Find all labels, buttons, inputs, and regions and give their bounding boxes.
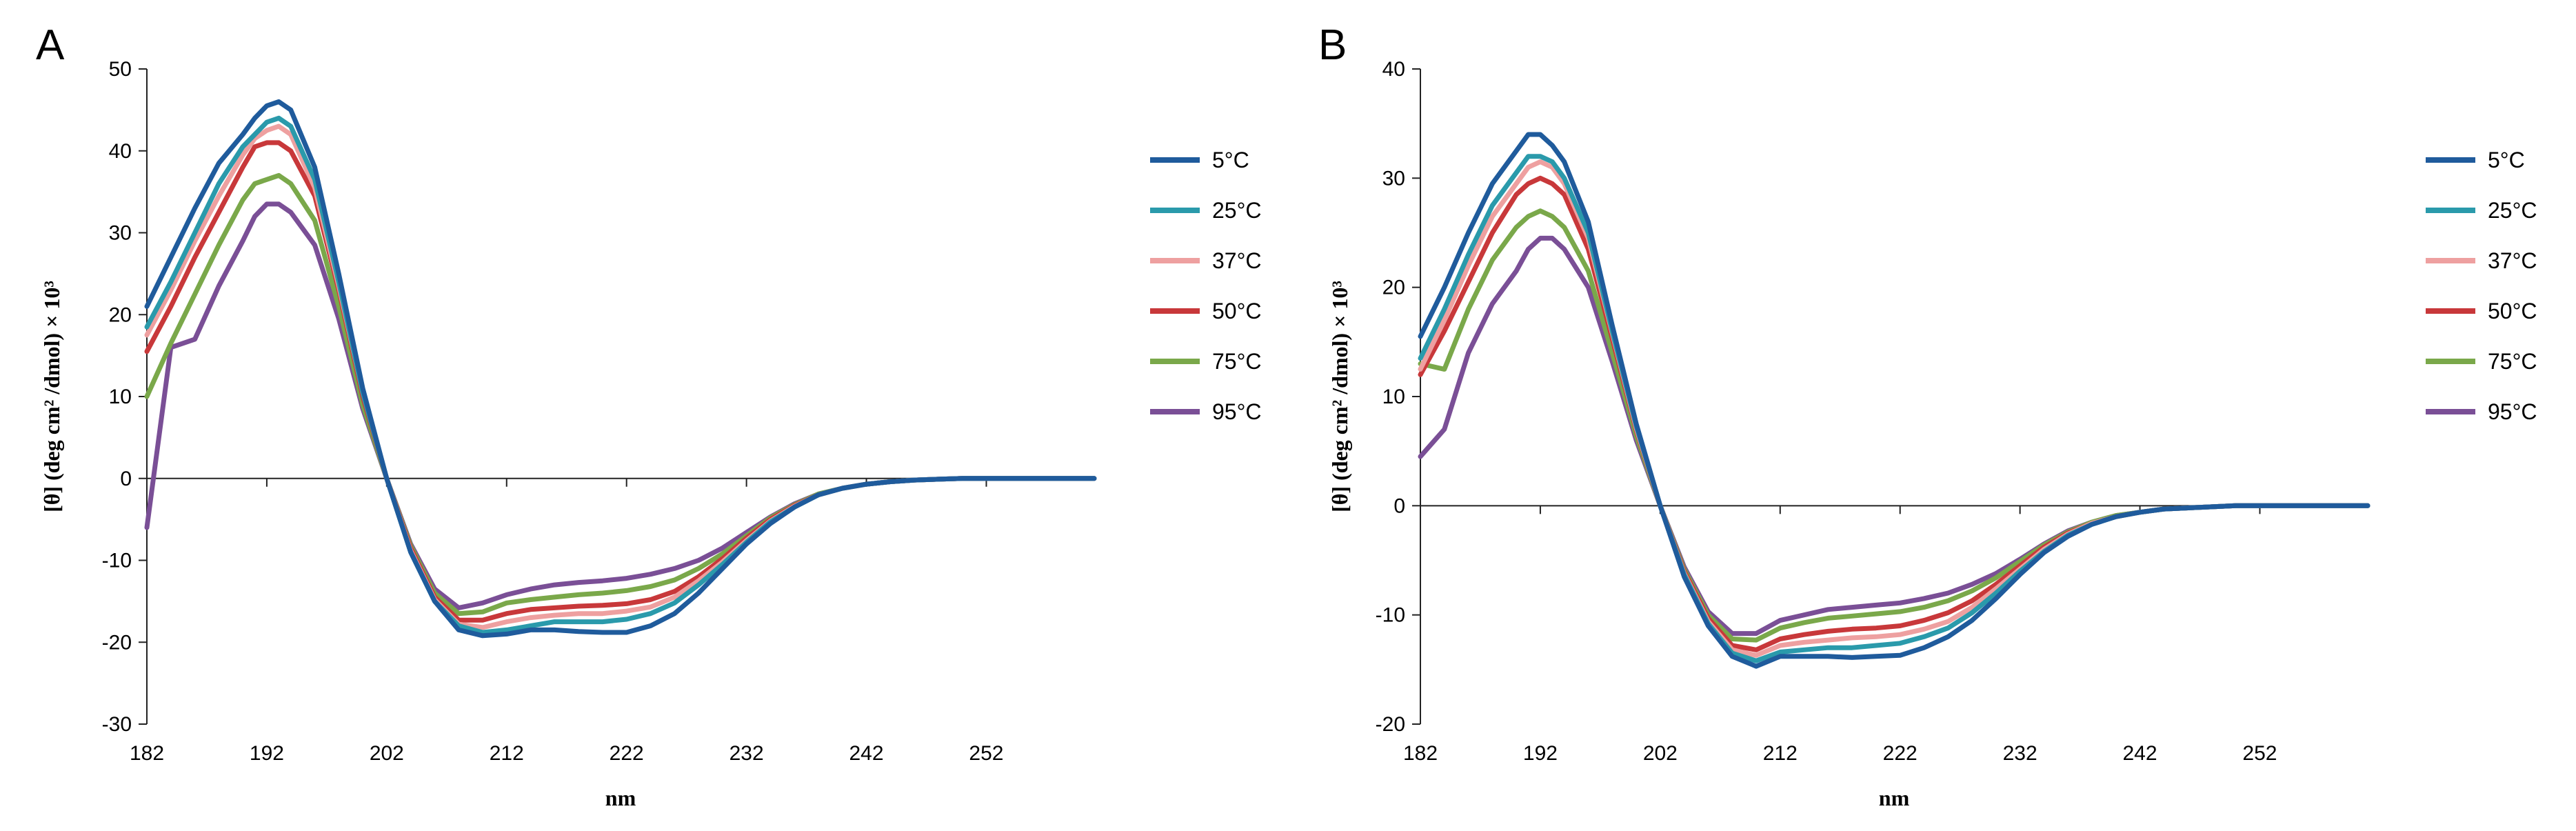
panel-label-b: B <box>1318 21 1347 69</box>
legend-label: 5°C <box>1212 148 1249 172</box>
legend-label: 50°C <box>2488 299 2537 323</box>
x-tick-label: 212 <box>490 742 524 765</box>
y-tick-label: -20 <box>1376 713 1405 736</box>
x-tick-label: 202 <box>370 742 404 765</box>
y-tick-label: 40 <box>1382 58 1405 81</box>
chart-panel-b: B -20 -10 0 10 20 30 40 182 192 202 212 222 232 242 25… <box>1288 0 2576 831</box>
legend-label: 75°C <box>2488 349 2537 374</box>
x-tick-label: 212 <box>1763 742 1798 765</box>
legend-label: 95°C <box>2488 399 2537 424</box>
y-tick-label: 50 <box>109 58 132 81</box>
series-line-5c <box>144 99 1097 639</box>
y-axis-title: [θ] (deg cm² /dmol) × 10³ <box>1327 281 1352 512</box>
y-tick-label: 20 <box>1382 277 1405 299</box>
series-line-95c <box>1418 235 2371 637</box>
y-tick-label: 0 <box>1393 494 1405 517</box>
y-tick-label: 40 <box>109 140 132 163</box>
series-line-25c <box>1418 154 2371 663</box>
x-axis-title: nm <box>1879 785 1910 810</box>
legend-label: 25°C <box>2488 198 2537 223</box>
x-tick-label: 192 <box>1523 742 1558 765</box>
y-tick-label: 30 <box>1382 167 1405 190</box>
cd-spectrum-chart-a: -30 -20 -10 0 10 20 30 40 50 182 192 202 212 222 232 24… <box>39 58 1262 810</box>
legend-label: 5°C <box>2488 148 2525 172</box>
series-line-95c <box>144 201 1097 610</box>
y-tick-label: -10 <box>102 550 132 572</box>
series-line-25c <box>144 115 1097 635</box>
y-tick-label: -30 <box>102 713 132 736</box>
y-tick-label: 0 <box>120 468 132 490</box>
series-line-37c <box>144 123 1097 630</box>
x-tick-label: 252 <box>2242 742 2277 765</box>
x-tick-label: 242 <box>2123 742 2157 765</box>
x-tick-label: 232 <box>2003 742 2037 765</box>
series-line-75c <box>144 172 1097 617</box>
x-tick-label: 232 <box>729 742 764 765</box>
x-axis-title: nm <box>605 785 636 810</box>
y-tick-label: -10 <box>1376 604 1405 627</box>
x-tick-label: 182 <box>130 742 164 765</box>
series-line-50c <box>144 140 1097 623</box>
series-line-75c <box>1418 208 2371 643</box>
legend-label: 75°C <box>1212 349 1262 374</box>
series-line-5c <box>1418 132 2371 669</box>
x-tick-label: 242 <box>849 742 884 765</box>
y-tick-label: 20 <box>109 303 132 326</box>
x-tick-label: 192 <box>250 742 284 765</box>
series-line-37c <box>1418 159 2371 658</box>
y-axis-title: [θ] (deg cm² /dmol) × 10³ <box>39 281 64 512</box>
x-tick-label: 222 <box>610 742 644 765</box>
y-tick-label: -20 <box>102 631 132 654</box>
x-tick-label: 202 <box>1643 742 1678 765</box>
x-tick-label: 182 <box>1403 742 1438 765</box>
panel-label-a: A <box>36 21 65 69</box>
y-tick-label: 10 <box>109 386 132 408</box>
y-tick-label: 30 <box>109 222 132 245</box>
legend-label: 25°C <box>1212 198 1262 223</box>
y-tick-label: 10 <box>1382 386 1405 408</box>
x-tick-label: 222 <box>1883 742 1918 765</box>
legend-label: 37°C <box>1212 248 1262 273</box>
chart-panel-a: A -30 -20 -10 0 10 20 30 40 50 182 192 202 212 222 232… <box>36 21 1262 810</box>
legend-label: 50°C <box>1212 299 1262 323</box>
cd-spectrum-chart-b: -20 -10 0 10 20 30 40 182 192 202 212 222 232 242 252 n… <box>1327 58 2537 810</box>
x-tick-label: 252 <box>969 742 1003 765</box>
legend-label: 37°C <box>2488 248 2537 273</box>
legend-label: 95°C <box>1212 399 1262 424</box>
